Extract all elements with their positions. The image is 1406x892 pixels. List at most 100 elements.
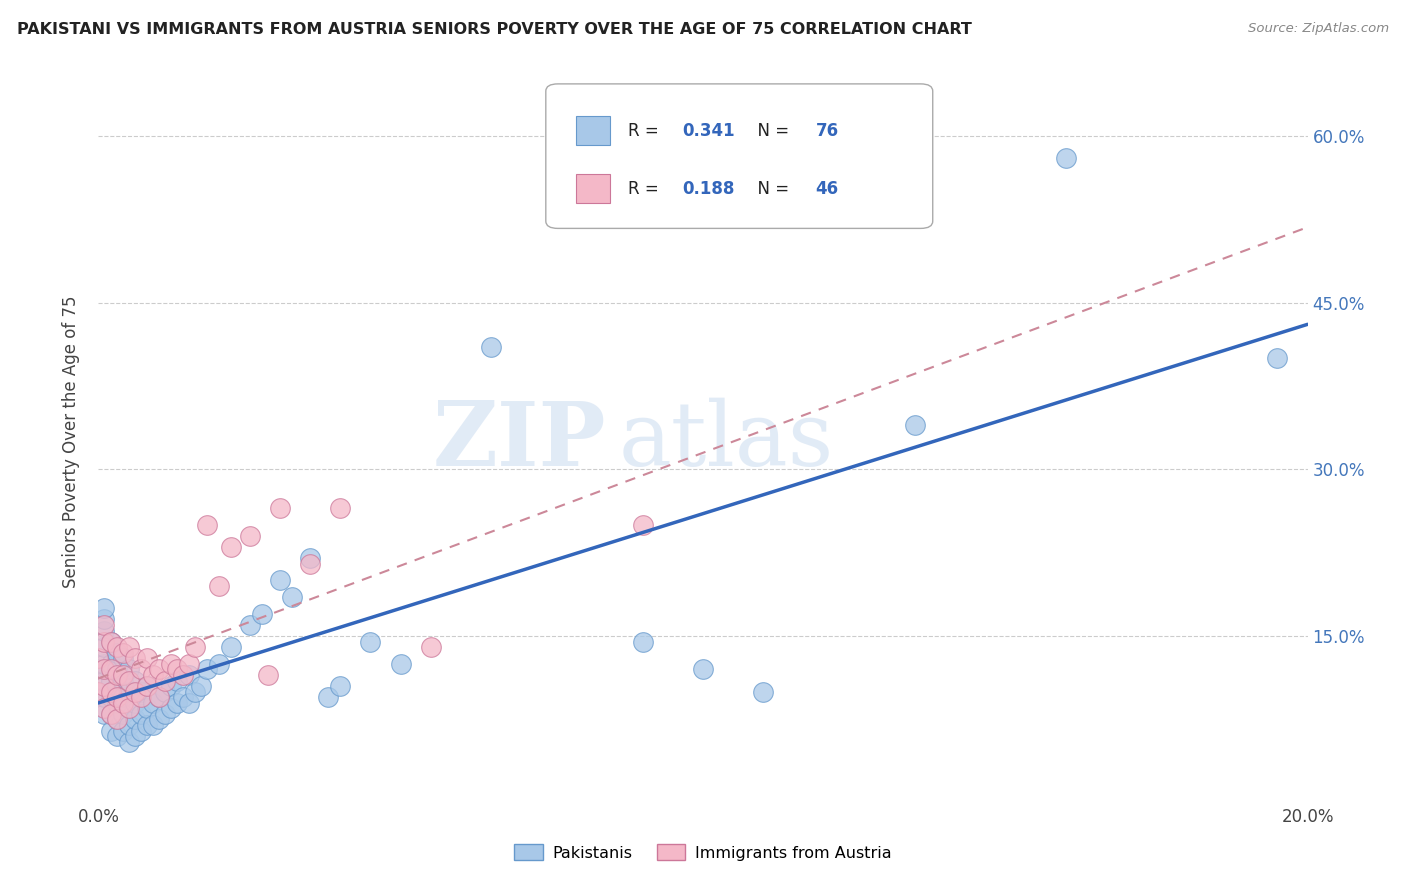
Point bbox=[148, 690, 170, 705]
Point bbox=[269, 501, 291, 516]
Point bbox=[190, 679, 212, 693]
Point bbox=[118, 718, 141, 732]
Point bbox=[329, 679, 352, 693]
Text: N =: N = bbox=[747, 179, 794, 198]
Point bbox=[160, 657, 183, 671]
Point bbox=[420, 640, 443, 655]
Point bbox=[148, 713, 170, 727]
Text: 0.341: 0.341 bbox=[682, 122, 735, 140]
Point bbox=[111, 723, 134, 738]
Point bbox=[100, 684, 122, 698]
Bar bbox=[576, 117, 610, 145]
Text: atlas: atlas bbox=[619, 398, 834, 485]
FancyBboxPatch shape bbox=[546, 84, 932, 228]
Point bbox=[269, 574, 291, 588]
Point bbox=[93, 662, 115, 676]
Point bbox=[166, 673, 188, 688]
Point bbox=[692, 662, 714, 676]
Point bbox=[93, 640, 115, 655]
Point bbox=[153, 684, 176, 698]
Point bbox=[153, 706, 176, 721]
Point bbox=[316, 690, 339, 705]
Point bbox=[105, 690, 128, 705]
Point bbox=[389, 657, 412, 671]
Text: 0.188: 0.188 bbox=[682, 179, 735, 198]
Point bbox=[904, 417, 927, 432]
Point bbox=[118, 701, 141, 715]
Point bbox=[111, 690, 134, 705]
Point bbox=[118, 662, 141, 676]
Point bbox=[631, 517, 654, 532]
Point bbox=[142, 696, 165, 710]
Point bbox=[100, 706, 122, 721]
Point bbox=[100, 662, 122, 676]
Point bbox=[93, 690, 115, 705]
Point bbox=[93, 701, 115, 715]
Point bbox=[118, 701, 141, 715]
Point bbox=[631, 634, 654, 648]
Text: ZIP: ZIP bbox=[433, 398, 606, 485]
Point bbox=[105, 668, 128, 682]
Point bbox=[752, 684, 775, 698]
Point bbox=[160, 679, 183, 693]
Point bbox=[360, 634, 382, 648]
Bar bbox=[576, 174, 610, 203]
Point bbox=[93, 673, 115, 688]
Point bbox=[93, 657, 115, 671]
Point bbox=[135, 679, 157, 693]
Point bbox=[239, 618, 262, 632]
Point bbox=[111, 696, 134, 710]
Y-axis label: Seniors Poverty Over the Age of 75: Seniors Poverty Over the Age of 75 bbox=[62, 295, 80, 588]
Point bbox=[166, 696, 188, 710]
Point bbox=[105, 646, 128, 660]
Point bbox=[93, 601, 115, 615]
Point bbox=[100, 706, 122, 721]
Point bbox=[93, 618, 115, 632]
Point bbox=[111, 646, 134, 660]
Point bbox=[100, 673, 122, 688]
Point bbox=[179, 696, 201, 710]
Point bbox=[195, 517, 218, 532]
Point bbox=[129, 684, 152, 698]
Point bbox=[111, 651, 134, 665]
Point bbox=[124, 713, 146, 727]
Point bbox=[100, 634, 122, 648]
Point bbox=[87, 651, 110, 665]
Point bbox=[195, 662, 218, 676]
Text: R =: R = bbox=[628, 122, 664, 140]
Point bbox=[1267, 351, 1289, 366]
Text: N =: N = bbox=[747, 122, 794, 140]
Point bbox=[184, 640, 207, 655]
Point bbox=[118, 673, 141, 688]
Point bbox=[100, 634, 122, 648]
Point bbox=[105, 713, 128, 727]
Point bbox=[111, 668, 134, 682]
Point bbox=[118, 640, 141, 655]
Point bbox=[124, 673, 146, 688]
Point bbox=[100, 690, 122, 705]
Point bbox=[239, 529, 262, 543]
Point bbox=[93, 679, 115, 693]
Point bbox=[129, 706, 152, 721]
Point bbox=[281, 590, 304, 604]
Point bbox=[166, 662, 188, 676]
Point bbox=[118, 684, 141, 698]
Point bbox=[118, 734, 141, 748]
Point bbox=[93, 706, 115, 721]
Point bbox=[179, 668, 201, 682]
Point bbox=[124, 696, 146, 710]
Point bbox=[256, 668, 278, 682]
Point bbox=[100, 723, 122, 738]
Point bbox=[129, 723, 152, 738]
Point bbox=[93, 634, 115, 648]
Point bbox=[100, 657, 122, 671]
Point bbox=[153, 673, 176, 688]
Text: Source: ZipAtlas.com: Source: ZipAtlas.com bbox=[1249, 22, 1389, 36]
Point bbox=[172, 668, 194, 682]
Point bbox=[160, 701, 183, 715]
Point bbox=[129, 690, 152, 705]
Point bbox=[221, 640, 243, 655]
Point bbox=[299, 551, 322, 566]
Point bbox=[135, 701, 157, 715]
Point bbox=[148, 690, 170, 705]
